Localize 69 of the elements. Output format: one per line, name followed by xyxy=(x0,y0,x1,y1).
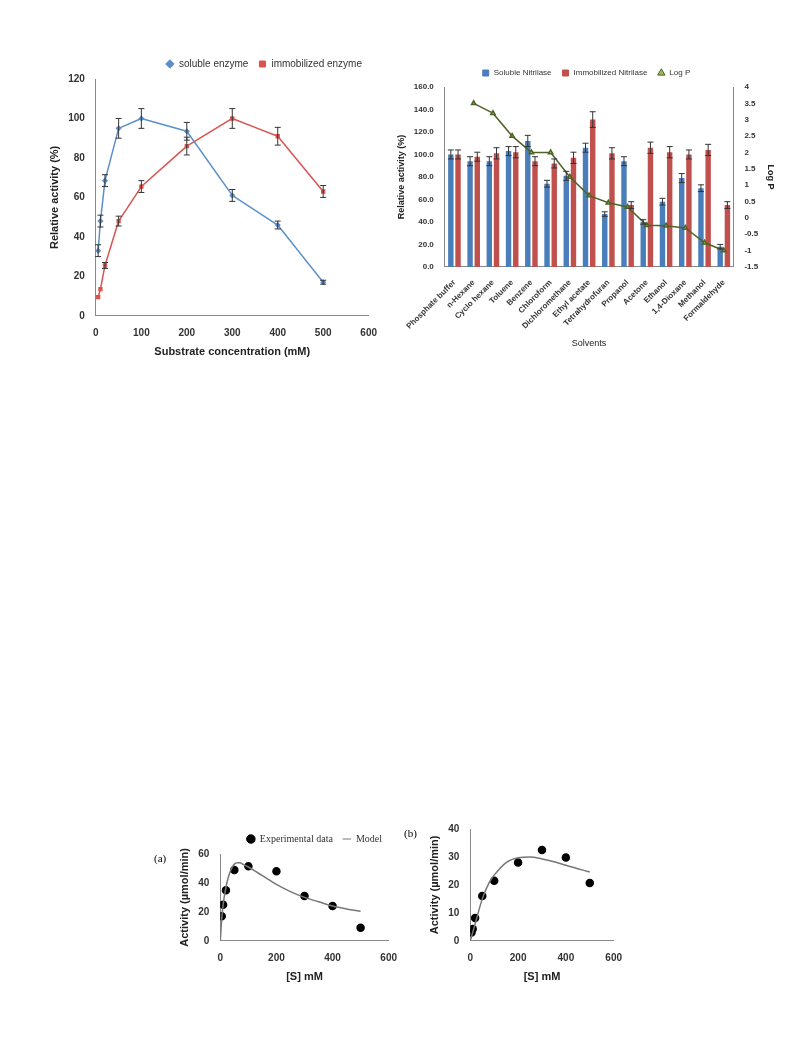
y2-tick-label: -1.5 xyxy=(744,262,759,272)
legend-label: soluble enzyme xyxy=(178,57,249,69)
y-tick-label: 20 xyxy=(448,878,460,890)
x-tick-label: 600 xyxy=(360,326,378,338)
y2-tick-label: 0.5 xyxy=(744,196,757,206)
y-tick-label: 40 xyxy=(73,230,86,242)
legend-label: immobilized enzyme xyxy=(271,57,363,69)
x-tick-label: 0 xyxy=(93,326,100,338)
y-tick-label: 20.0 xyxy=(418,239,435,249)
y2-tick-label: 3 xyxy=(744,114,750,124)
y-tick-label: 0 xyxy=(453,934,460,946)
y-tick-label: 40.0 xyxy=(418,217,435,227)
y-tick-label: 80 xyxy=(73,151,86,163)
y-tick-label: 40 xyxy=(198,876,210,888)
y-axis-title: Relative activity (%) xyxy=(47,145,60,250)
x-tick-label: 400 xyxy=(269,326,287,338)
y-tick-label: 80.0 xyxy=(418,172,435,182)
y2-tick-label: 4 xyxy=(744,82,750,92)
x-tick-label: 400 xyxy=(557,951,575,963)
x-tick-label: 200 xyxy=(178,326,196,338)
x-tick-label: 400 xyxy=(324,951,342,963)
y-axis-title: Relative activity (%) xyxy=(395,134,406,220)
x-axis-title: Substrate concentration (mM) xyxy=(154,345,311,358)
x-tick-label: 600 xyxy=(605,951,623,963)
text: (a) xyxy=(154,852,167,866)
legend-label: Immobilized Nitrilase xyxy=(573,68,648,78)
y-tick-label: 60.0 xyxy=(418,194,435,204)
x-axis-title: [S] mM xyxy=(523,970,561,983)
x-tick-label: 0 xyxy=(467,951,474,963)
y2-tick-label: 1 xyxy=(744,180,750,190)
y-tick-label: 10 xyxy=(448,906,460,918)
y-tick-label: 0.0 xyxy=(422,262,435,272)
x-tick-label: 200 xyxy=(509,951,527,963)
y-tick-label: 30 xyxy=(448,850,460,862)
y-axis-title: Activity (µmol/min) xyxy=(177,847,190,947)
x-tick-label: 200 xyxy=(268,951,286,963)
y-axis-title: Activity (µmol/min) xyxy=(427,835,440,935)
y-tick-label: 20 xyxy=(198,905,210,917)
y2-tick-label: 3.5 xyxy=(744,98,757,108)
y-tick-label: 0 xyxy=(203,934,210,946)
x-tick-label: 0 xyxy=(217,951,224,963)
y-tick-label: 140.0 xyxy=(413,104,435,114)
y2-tick-label: 0 xyxy=(744,213,750,223)
x-axis-title: [S] mM xyxy=(286,970,323,983)
x-tick-label: 600 xyxy=(380,951,398,963)
y-tick-label: 120 xyxy=(68,72,86,84)
y2-tick-label: 1.5 xyxy=(744,163,757,173)
legend-label: Model xyxy=(355,832,383,844)
y-tick-label: 20 xyxy=(73,270,86,282)
y2-tick-label: -1 xyxy=(744,245,753,255)
legend-label: Soluble Nitrilase xyxy=(493,68,553,78)
y-tick-label: 60 xyxy=(198,847,210,859)
y-tick-label: 100.0 xyxy=(413,149,435,159)
y-tick-label: 100 xyxy=(68,112,86,124)
y-tick-label: 60 xyxy=(73,191,86,203)
y2-tick-label: 2 xyxy=(744,147,750,157)
y-tick-label: 120.0 xyxy=(413,127,435,137)
text: (b) xyxy=(404,827,418,841)
y2-tick-label: -0.5 xyxy=(744,229,759,239)
legend-label: Experimental data xyxy=(259,832,334,844)
y2-tick-label: 2.5 xyxy=(744,131,757,141)
x-tick-label: 100 xyxy=(133,326,151,338)
legend-label: Log P xyxy=(669,68,691,78)
y-tick-label: 160.0 xyxy=(413,82,435,92)
x-tick-label: 300 xyxy=(223,326,242,338)
x-tick-label: 500 xyxy=(314,326,332,338)
y2-axis-title: Log P xyxy=(766,164,777,190)
x-axis-title: Solvents xyxy=(571,338,607,349)
y-tick-label: 40 xyxy=(448,822,460,834)
